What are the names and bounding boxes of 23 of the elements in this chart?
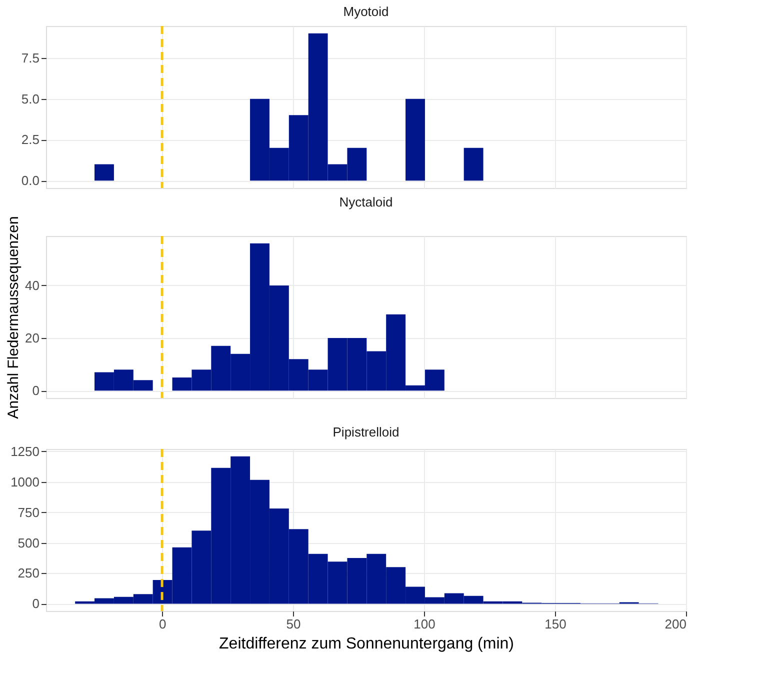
y-tick-label: 750 (18, 504, 40, 520)
x-tick-label: 100 (414, 616, 436, 632)
y-tick-label: 0 (32, 596, 40, 612)
x-tick-label: 0 (158, 616, 166, 632)
y-tick-label: 40 (25, 278, 40, 293)
y-axis-title: Anzahl Fledermaussequenzen (5, 216, 22, 419)
x-tick-label: 50 (286, 616, 301, 632)
y-tick-label: 5.0 (21, 91, 40, 106)
y-tick-label: 250 (18, 566, 40, 581)
y-tick-label: 20 (25, 330, 40, 346)
y-tick-label: 2.5 (21, 132, 40, 148)
x-tick-label: 200 (664, 616, 686, 632)
x-axis-title: Zeitdifferenz zum Sonnenuntergang (min) (219, 636, 514, 652)
y-tick-label: 1000 (10, 474, 40, 490)
y-tick-label: 7.5 (21, 50, 40, 66)
x-tick-label: 150 (544, 616, 566, 632)
chart-title: Pipistrelloid (332, 424, 400, 440)
y-tick-label: 500 (18, 535, 40, 550)
chart-title: Myotoid (343, 4, 389, 19)
chart-title: Nyctaloid (339, 194, 393, 210)
y-tick-label: 0.0 (21, 173, 40, 188)
y-tick-label: 1250 (10, 444, 40, 459)
y-tick-label: 0 (32, 383, 40, 398)
